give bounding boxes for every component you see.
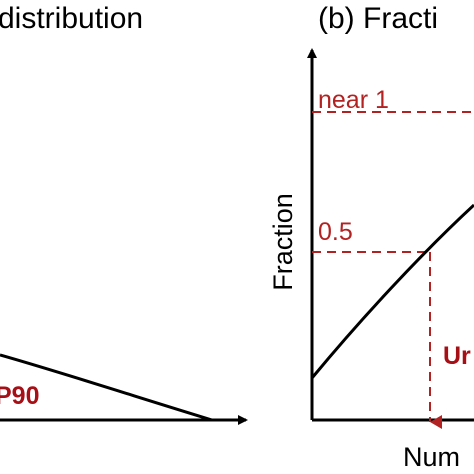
level-label: 0.5 xyxy=(318,218,353,246)
y-axis-label: Fraction xyxy=(268,193,298,291)
ur-label: Ur xyxy=(443,342,471,370)
distribution-curve xyxy=(0,353,213,422)
p90-label: P90 xyxy=(0,382,39,410)
level-label: near 1 xyxy=(318,86,389,114)
fraction-curve xyxy=(310,203,474,379)
panel-b-title: (b) Fracti xyxy=(318,2,438,35)
panel-a-title: distribution xyxy=(0,2,143,35)
x-axis-label: Num xyxy=(403,442,460,472)
